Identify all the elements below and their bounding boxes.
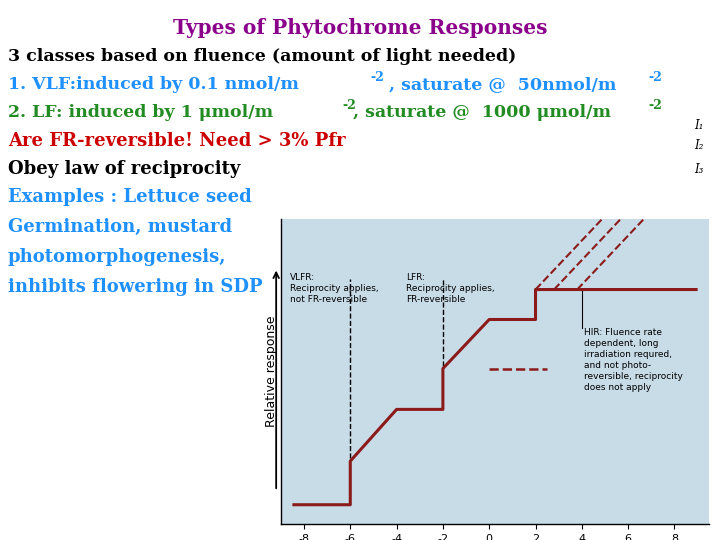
Text: Examples : Lettuce seed: Examples : Lettuce seed	[8, 188, 252, 206]
Text: 2. LF: induced by 1 μmol/m: 2. LF: induced by 1 μmol/m	[8, 104, 273, 121]
Y-axis label: Relative response: Relative response	[265, 315, 278, 427]
Text: I₂: I₂	[694, 139, 703, 152]
Text: -2: -2	[648, 99, 662, 112]
Text: , saturate @  1000 μmol/m: , saturate @ 1000 μmol/m	[353, 104, 611, 121]
Text: I₁: I₁	[694, 119, 703, 132]
Text: Obey law of reciprocity: Obey law of reciprocity	[8, 160, 240, 178]
Text: -2: -2	[370, 71, 384, 84]
Text: photomorphogenesis,: photomorphogenesis,	[8, 248, 227, 266]
Text: 1. VLF:induced by 0.1 nmol/m: 1. VLF:induced by 0.1 nmol/m	[8, 76, 299, 93]
Text: LFR:
Reciprocity applies,
FR-reversible: LFR: Reciprocity applies, FR-reversible	[406, 273, 495, 305]
Text: 3 classes based on fluence (amount of light needed): 3 classes based on fluence (amount of li…	[8, 48, 516, 65]
Text: Germination, mustard: Germination, mustard	[8, 218, 232, 236]
Text: Types of Phytochrome Responses: Types of Phytochrome Responses	[173, 18, 547, 38]
Text: Are FR-reversible! Need > 3% Pfr: Are FR-reversible! Need > 3% Pfr	[8, 132, 346, 150]
Text: inhibits flowering in SDP: inhibits flowering in SDP	[8, 278, 263, 296]
Text: -2: -2	[342, 99, 356, 112]
Text: I₃: I₃	[694, 163, 703, 176]
Text: HIR: Fluence rate
dependent, long
irradiation requred,
and not photo-
reversible: HIR: Fluence rate dependent, long irradi…	[584, 328, 683, 392]
Text: VLFR:
Reciprocity applies,
not FR-reversible: VLFR: Reciprocity applies, not FR-revers…	[290, 273, 379, 305]
Text: -2: -2	[648, 71, 662, 84]
Text: , saturate @  50nmol/m: , saturate @ 50nmol/m	[383, 76, 616, 93]
